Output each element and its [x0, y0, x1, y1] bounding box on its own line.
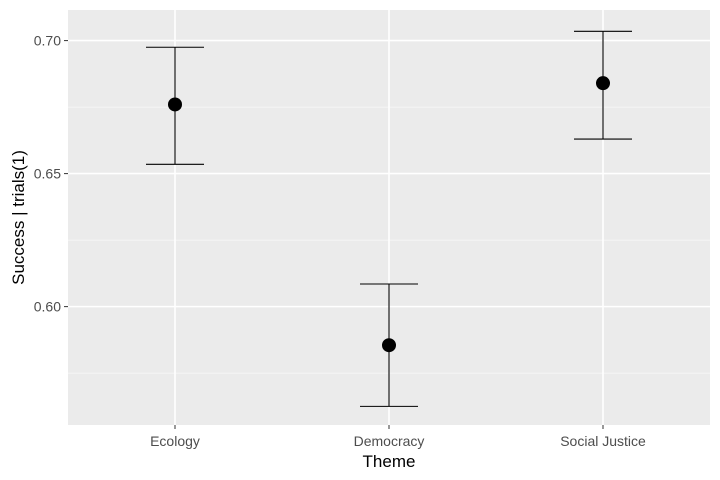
data-point — [596, 76, 610, 91]
x-axis-title: Theme — [363, 452, 416, 471]
data-point — [168, 97, 182, 112]
y-tick-label: 0.70 — [34, 33, 61, 49]
x-tick-label: Social Justice — [560, 433, 646, 449]
data-marks — [146, 30, 632, 407]
x-tick-label: Ecology — [150, 433, 200, 449]
y-axis: 0.60 0.65 0.70 — [34, 33, 68, 315]
y-tick-label: 0.60 — [34, 299, 61, 315]
y-tick-label: 0.65 — [34, 166, 61, 182]
x-axis: Ecology Democracy Social Justice — [150, 425, 646, 449]
x-tick-label: Democracy — [354, 433, 425, 449]
y-axis-title: Success | trials(1) — [9, 150, 28, 285]
data-point — [382, 338, 396, 353]
